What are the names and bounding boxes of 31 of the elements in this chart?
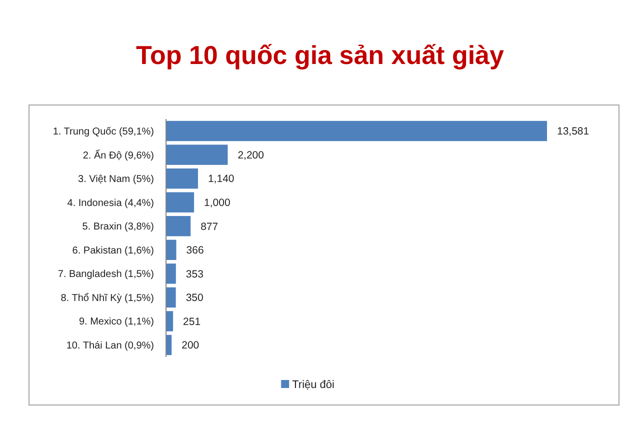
y-tick-label: 1. Trung Quốc (59,1%) bbox=[52, 126, 154, 138]
y-tick-label: 5. Braxin (3,8%) bbox=[82, 222, 154, 233]
data-label: 1,140 bbox=[208, 173, 234, 186]
data-label: 2,200 bbox=[238, 149, 264, 162]
data-label: 366 bbox=[186, 244, 204, 257]
data-label: 1,000 bbox=[204, 197, 230, 210]
data-label: 200 bbox=[182, 340, 200, 352]
legend-label: Triệu đôi bbox=[292, 378, 334, 391]
bar bbox=[166, 264, 176, 284]
y-tick-label: 7. Bangladesh (1,5%) bbox=[58, 269, 154, 280]
y-tick-label: 9. Mexico (1,1%) bbox=[78, 316, 154, 328]
bar bbox=[166, 168, 198, 189]
y-tick-label: 4. Indonesia (4,4%) bbox=[67, 198, 154, 209]
bar bbox=[166, 287, 176, 308]
y-tick-label: 3. Việt Nam (5%) bbox=[78, 174, 154, 186]
bar bbox=[166, 216, 191, 236]
bar bbox=[166, 120, 547, 142]
bar bbox=[166, 240, 176, 260]
bar bbox=[166, 192, 194, 212]
y-tick-label: 10. Thái Lan (0,9%) bbox=[66, 340, 154, 352]
bar bbox=[166, 311, 174, 332]
chart-title: Top 10 quốc gia sản xuất giày bbox=[136, 40, 505, 70]
data-label: 353 bbox=[186, 268, 204, 280]
data-label: 350 bbox=[186, 292, 204, 304]
bar bbox=[166, 144, 228, 165]
data-label: 251 bbox=[183, 316, 201, 328]
data-label: 877 bbox=[200, 220, 218, 233]
y-tick-label: 2. Ấn Độ (9,6%) bbox=[82, 149, 154, 162]
y-tick-label: 6. Pakistan (1,6%) bbox=[72, 245, 154, 256]
data-label: 13,581 bbox=[557, 126, 590, 138]
y-tick-label: 8. Thổ Nhĩ Kỳ (1,5%) bbox=[60, 292, 154, 304]
